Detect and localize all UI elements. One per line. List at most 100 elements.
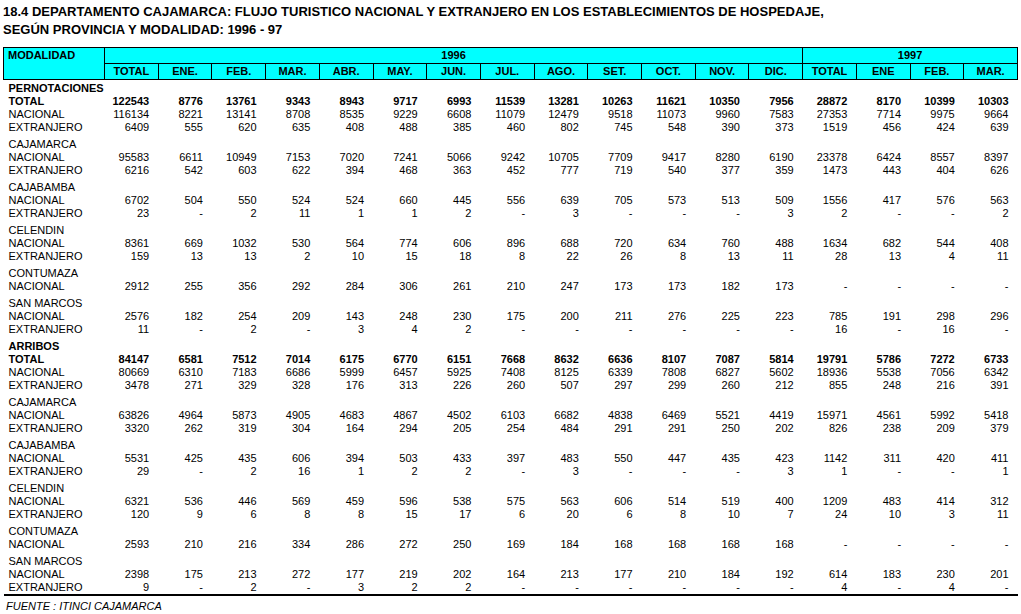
col-header-total: TOTAL: [105, 64, 159, 80]
data-cell: 6: [480, 508, 534, 521]
data-cell: [910, 392, 964, 409]
data-cell: [105, 336, 159, 353]
data-cell: 254: [212, 310, 266, 323]
data-cell: 606: [266, 452, 320, 465]
row-label: NACIONAL: [4, 108, 105, 121]
table-row: EXTRANJERO9-2-322------4-4-: [4, 581, 1018, 595]
data-cell: 6151: [427, 353, 481, 366]
data-cell: [427, 220, 481, 237]
data-cell: 4867: [373, 409, 427, 422]
data-cell: 63826: [105, 409, 159, 422]
data-cell: [642, 435, 696, 452]
data-cell: 8397: [964, 151, 1018, 164]
data-cell: -: [856, 465, 910, 478]
data-cell: 7020: [319, 151, 373, 164]
row-label: EXTRANJERO: [4, 164, 105, 177]
data-cell: [158, 435, 212, 452]
table-row: CELENDIN: [4, 478, 1018, 495]
row-label: NACIONAL: [4, 452, 105, 465]
data-cell: -: [480, 465, 534, 478]
data-cell: [588, 263, 642, 280]
data-cell: 16: [803, 323, 857, 336]
row-label: CAJAMARCA: [4, 392, 105, 409]
data-cell: [856, 134, 910, 151]
data-cell: [266, 220, 320, 237]
data-cell: [266, 177, 320, 194]
data-cell: 606: [588, 495, 642, 508]
data-cell: [158, 336, 212, 353]
table-body: PERNOTACIONESTOTAL1225438776137619343894…: [4, 80, 1018, 596]
data-cell: 7272: [910, 353, 964, 366]
data-cell: 460: [480, 121, 534, 134]
data-cell: -: [749, 323, 803, 336]
data-cell: 503: [373, 452, 427, 465]
data-cell: 777: [534, 164, 588, 177]
data-cell: 13141: [212, 108, 266, 121]
data-cell: [964, 263, 1018, 280]
data-cell: -: [856, 207, 910, 220]
data-cell: 802: [534, 121, 588, 134]
table-row: SAN MARCOS: [4, 551, 1018, 568]
data-cell: [803, 336, 857, 353]
data-cell: [803, 392, 857, 409]
data-cell: [480, 134, 534, 151]
data-cell: 524: [319, 194, 373, 207]
data-cell: 514: [642, 495, 696, 508]
data-cell: [212, 263, 266, 280]
data-cell: 177: [588, 568, 642, 581]
data-cell: [105, 435, 159, 452]
data-cell: [266, 435, 320, 452]
data-cell: 622: [266, 164, 320, 177]
data-cell: 173: [642, 280, 696, 293]
data-cell: [480, 478, 534, 495]
data-cell: 2: [427, 581, 481, 595]
data-cell: 6686: [266, 366, 320, 379]
table-row: EXTRANJERO11-2-342------16-16-: [4, 323, 1018, 336]
data-cell: [803, 134, 857, 151]
data-cell: -: [695, 207, 749, 220]
data-cell: [856, 478, 910, 495]
data-cell: [749, 134, 803, 151]
data-cell: 169: [480, 538, 534, 551]
data-cell: 23378: [803, 151, 857, 164]
table-row: NACIONAL83616691032530564774606896688720…: [4, 237, 1018, 250]
data-cell: 2: [212, 207, 266, 220]
data-cell: [105, 177, 159, 194]
col-header-oct: OCT.: [642, 64, 696, 80]
data-cell: 7087: [695, 353, 749, 366]
year-1996-header: 1996: [105, 48, 803, 64]
data-cell: 468: [373, 164, 427, 177]
data-cell: 423: [749, 452, 803, 465]
data-cell: 6611: [158, 151, 212, 164]
data-cell: -: [266, 581, 320, 595]
data-cell: 213: [212, 568, 266, 581]
data-cell: 8280: [695, 151, 749, 164]
data-cell: 2: [212, 581, 266, 595]
data-cell: 4419: [749, 409, 803, 422]
data-cell: 5873: [212, 409, 266, 422]
data-cell: 8361: [105, 237, 159, 250]
data-cell: 404: [910, 164, 964, 177]
data-cell: 8221: [158, 108, 212, 121]
data-cell: 328: [266, 379, 320, 392]
data-cell: 2912: [105, 280, 159, 293]
data-cell: 826: [803, 422, 857, 435]
data-cell: [642, 478, 696, 495]
data-cell: 212: [749, 379, 803, 392]
data-cell: 201: [964, 568, 1018, 581]
data-cell: -: [803, 280, 857, 293]
data-cell: -: [964, 581, 1018, 595]
data-cell: 359: [749, 164, 803, 177]
data-cell: 6702: [105, 194, 159, 207]
data-cell: 175: [158, 568, 212, 581]
data-cell: [266, 263, 320, 280]
data-cell: [534, 392, 588, 409]
data-cell: 296: [964, 310, 1018, 323]
data-cell: 11: [964, 250, 1018, 263]
data-cell: [319, 551, 373, 568]
data-cell: -: [910, 207, 964, 220]
table-row: EXTRANJERO621654260362239446836345277771…: [4, 164, 1018, 177]
data-cell: [319, 220, 373, 237]
data-cell: 23: [105, 207, 159, 220]
data-cell: 1209: [803, 495, 857, 508]
